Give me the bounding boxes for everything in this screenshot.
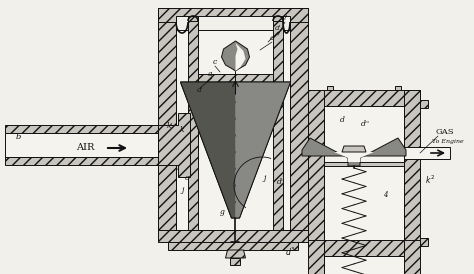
Polygon shape [420,238,428,246]
Polygon shape [342,146,366,152]
Text: j: j [182,186,184,194]
Polygon shape [158,8,308,22]
Bar [404,147,450,159]
Polygon shape [290,8,308,230]
Text: a: a [270,34,274,42]
Text: k': k' [167,122,173,130]
Text: d'': d'' [360,120,370,128]
Polygon shape [188,16,198,230]
Polygon shape [230,258,240,265]
Text: c: c [185,174,189,182]
Bar [176,30,290,230]
Polygon shape [198,74,273,86]
Text: j: j [264,174,266,182]
Text: $k^2$: $k^2$ [425,174,435,186]
Polygon shape [5,157,158,165]
Polygon shape [420,100,428,108]
Text: a: a [208,70,212,78]
Text: To Engine: To Engine [432,139,464,144]
Polygon shape [273,16,283,21]
Polygon shape [221,41,249,71]
Polygon shape [308,90,324,256]
Text: k: k [180,126,184,134]
Polygon shape [404,240,420,274]
Polygon shape [236,82,291,218]
Bar [5,133,158,157]
Polygon shape [168,242,298,250]
Polygon shape [308,240,420,256]
Polygon shape [324,256,404,274]
Polygon shape [188,16,198,21]
Bar [324,106,404,240]
Polygon shape [236,43,246,71]
Text: b: b [15,133,21,141]
Text: d: d [339,116,345,124]
Text: a': a' [275,24,281,32]
Polygon shape [158,230,308,242]
Polygon shape [226,250,246,258]
Text: 4: 4 [383,191,387,199]
Polygon shape [5,125,158,133]
Text: AIR: AIR [76,144,94,153]
Text: d': d' [276,178,283,186]
Polygon shape [181,82,291,218]
Text: g: g [219,208,224,216]
Text: $d^3$: $d^3$ [285,246,295,258]
Text: GAS: GAS [436,128,454,136]
Polygon shape [158,8,176,230]
Polygon shape [334,152,374,162]
Polygon shape [302,138,406,166]
Text: c: c [213,58,217,66]
Polygon shape [308,240,324,274]
Polygon shape [324,162,404,166]
Text: a': a' [197,86,203,94]
Bar [395,86,401,90]
Polygon shape [308,90,420,106]
Polygon shape [181,82,236,218]
Text: i: i [177,164,179,172]
Polygon shape [273,16,283,230]
Bar [327,86,333,90]
Polygon shape [404,90,420,256]
Polygon shape [158,113,190,177]
Text: e': e' [282,14,288,22]
